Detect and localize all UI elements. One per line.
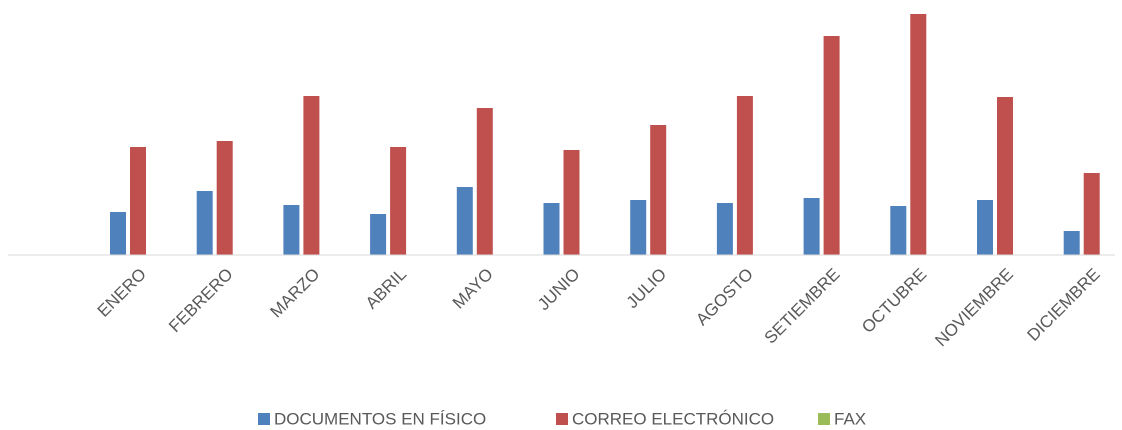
legend-swatch <box>258 413 270 425</box>
legend-label: FAX <box>834 409 866 428</box>
x-tick-label: AGOSTO <box>692 265 757 330</box>
bar <box>303 96 320 255</box>
bar <box>736 96 753 255</box>
bar <box>997 97 1013 255</box>
x-tick-label: MARZO <box>267 265 324 322</box>
x-tick-label: SETIEMBRE <box>761 265 844 348</box>
legend-label: DOCUMENTOS EN FÍSICO <box>274 409 486 428</box>
x-tick-label: JULIO <box>623 265 671 313</box>
bar <box>977 200 993 255</box>
x-tick-label: ABRIL <box>362 265 410 313</box>
x-tick-label: JUNIO <box>534 265 583 314</box>
x-tick-label: FEBRERO <box>165 265 237 337</box>
bar <box>216 141 233 255</box>
x-tick-label: MAYO <box>449 265 497 313</box>
bar <box>910 14 927 255</box>
bar <box>196 191 213 255</box>
legend-swatch <box>556 413 568 425</box>
bar <box>650 125 667 255</box>
x-tick-label: OCTUBRE <box>858 265 930 337</box>
x-tick-label: ENERO <box>94 265 150 321</box>
bar <box>630 200 647 255</box>
legend-swatch <box>818 413 830 425</box>
bar <box>716 203 733 255</box>
bar <box>130 147 146 255</box>
legend-label: CORREO ELECTRÓNICO <box>572 409 774 428</box>
bar <box>390 147 407 255</box>
bar <box>283 205 300 255</box>
x-tick-label: DICIEMBRE <box>1023 265 1103 345</box>
bar <box>890 206 907 255</box>
bar <box>370 214 387 255</box>
bar <box>803 198 820 255</box>
bar <box>1083 173 1100 255</box>
bar <box>823 36 840 255</box>
bar <box>543 203 560 255</box>
bar <box>456 187 473 255</box>
bar <box>110 212 126 255</box>
bar <box>1063 231 1080 255</box>
bar <box>563 150 580 255</box>
bar <box>476 108 493 255</box>
x-tick-label: NOVIEMBRE <box>931 265 1017 351</box>
